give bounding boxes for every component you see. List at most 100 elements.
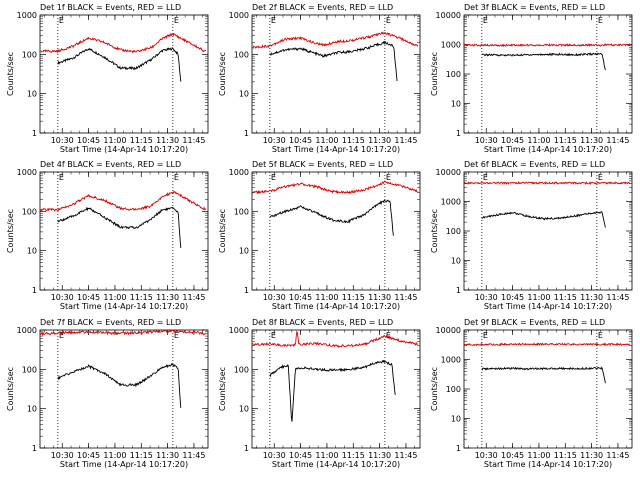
x-tick-label: 11:30 xyxy=(580,136,603,145)
y-tick-label: 1 xyxy=(244,286,249,295)
interval-marker-label: E xyxy=(174,16,179,25)
x-tick-label: 11:15 xyxy=(554,451,577,460)
x-tick-label: 11:00 xyxy=(103,136,126,145)
y-tick-label: 100 xyxy=(446,385,461,394)
lld-series-line xyxy=(252,31,419,49)
x-tick-label: 10:30 xyxy=(263,293,286,302)
interval-marker-label: E xyxy=(483,16,488,25)
x-tick-label: 11:30 xyxy=(368,451,391,460)
x-tick-label: 11:00 xyxy=(103,293,126,302)
events-series-line xyxy=(57,47,182,82)
y-tick-label: 10 xyxy=(27,405,37,414)
x-tick-label: 10:30 xyxy=(475,293,498,302)
interval-marker-label: E xyxy=(174,331,179,340)
x-tick-label: 11:45 xyxy=(606,136,629,145)
plot-title: Det 6f BLACK = Events, RED = LLD xyxy=(464,160,605,169)
x-axis-label: Start Time (14-Apr-14 10:17:20) xyxy=(484,302,612,311)
x-tick-label: 11:15 xyxy=(342,451,365,460)
y-tick-label: 1 xyxy=(456,286,461,295)
x-tick-label: 11:45 xyxy=(394,293,417,302)
y-tick-label: 100 xyxy=(22,207,37,216)
interval-marker-label: E xyxy=(598,16,603,25)
interval-marker-label: E xyxy=(271,173,276,182)
x-axis-label: Start Time (14-Apr-14 10:17:20) xyxy=(60,460,188,469)
y-tick-label: 1000 xyxy=(17,326,37,335)
y-tick-label: 10 xyxy=(27,247,37,256)
y-tick-label: 1 xyxy=(244,129,249,138)
y-tick-label: 100 xyxy=(234,207,249,216)
events-series-line xyxy=(269,199,394,236)
x-tick-label: 10:45 xyxy=(289,293,312,302)
events-series-line xyxy=(269,359,396,422)
x-tick-label: 11:15 xyxy=(342,293,365,302)
y-tick-label: 1 xyxy=(32,444,37,453)
x-tick-label: 10:45 xyxy=(77,451,100,460)
plot-frame xyxy=(463,171,633,291)
x-tick-label: 10:30 xyxy=(475,136,498,145)
y-tick-label: 10 xyxy=(239,405,249,414)
y-tick-label: 10000 xyxy=(436,168,461,177)
x-tick-label: 11:00 xyxy=(315,136,338,145)
events-series-line xyxy=(57,363,182,409)
plot-frame xyxy=(251,14,421,134)
lld-series-line xyxy=(464,342,631,347)
lld-series-line xyxy=(40,190,207,212)
events-series-line xyxy=(57,206,182,249)
lld-series-line xyxy=(252,330,419,348)
x-tick-label: 11:00 xyxy=(315,293,338,302)
x-axis-label: Start Time (14-Apr-14 10:17:20) xyxy=(272,460,400,469)
plot-title: Det 1f BLACK = Events, RED = LLD xyxy=(40,3,181,12)
y-axis-label: Counts/sec xyxy=(430,367,439,411)
subplot-1: Det 1f BLACK = Events, RED = LLD 1 10 100 10… xyxy=(6,3,209,154)
x-tick-label: 11:00 xyxy=(527,451,550,460)
lld-series-line xyxy=(40,330,207,337)
x-tick-label: 10:45 xyxy=(501,293,524,302)
y-tick-label: 1000 xyxy=(229,11,249,20)
y-tick-label: 10000 xyxy=(436,326,461,335)
x-tick-label: 11:45 xyxy=(394,136,417,145)
x-tick-label: 11:15 xyxy=(342,136,365,145)
y-tick-label: 100 xyxy=(234,365,249,374)
subplot-8: Det 8f BLACK = Events, RED = LLD 1 10 100 10… xyxy=(218,318,421,469)
y-tick-label: 1000 xyxy=(229,326,249,335)
interval-marker-label: E xyxy=(59,173,64,182)
x-tick-label: 11:30 xyxy=(156,136,179,145)
x-tick-label: 11:15 xyxy=(130,293,153,302)
x-tick-label: 11:30 xyxy=(156,451,179,460)
x-tick-label: 11:30 xyxy=(580,293,603,302)
y-axis-label: Counts/sec xyxy=(218,209,227,253)
plot-frame xyxy=(39,171,209,291)
y-tick-label: 100 xyxy=(446,227,461,236)
plot-frame xyxy=(251,329,421,449)
x-axis-label: Start Time (14-Apr-14 10:17:20) xyxy=(484,460,612,469)
x-tick-label: 10:30 xyxy=(263,451,286,460)
plot-title: Det 9f BLACK = Events, RED = LLD xyxy=(464,318,605,327)
x-tick-label: 10:45 xyxy=(77,293,100,302)
y-tick-label: 1 xyxy=(456,444,461,453)
y-tick-label: 1000 xyxy=(441,198,461,207)
x-tick-label: 11:15 xyxy=(130,136,153,145)
y-axis-label: Counts/sec xyxy=(218,52,227,96)
plot-title: Det 5f BLACK = Events, RED = LLD xyxy=(252,160,393,169)
y-tick-label: 1 xyxy=(244,444,249,453)
x-tick-label: 11:00 xyxy=(527,293,550,302)
x-axis-label: Start Time (14-Apr-14 10:17:20) xyxy=(60,145,188,154)
lld-series-line xyxy=(40,32,207,54)
x-tick-label: 11:30 xyxy=(368,136,391,145)
interval-marker-label: E xyxy=(598,173,603,182)
lld-series-line xyxy=(464,43,631,48)
subplot-9: Det 9f BLACK = Events, RED = LLD 1 10 100 10… xyxy=(430,318,633,469)
events-series-line xyxy=(481,52,606,71)
x-tick-label: 11:45 xyxy=(606,451,629,460)
plot-frame xyxy=(463,14,633,134)
interval-marker-label: E xyxy=(174,173,179,182)
x-tick-label: 10:30 xyxy=(263,136,286,145)
events-series-line xyxy=(481,211,606,228)
y-tick-label: 100 xyxy=(22,50,37,59)
x-tick-label: 11:00 xyxy=(103,451,126,460)
lld-series-line xyxy=(464,181,631,186)
interval-marker-label: E xyxy=(386,173,391,182)
y-tick-label: 1000 xyxy=(17,11,37,20)
y-axis-label: Counts/sec xyxy=(6,209,15,253)
